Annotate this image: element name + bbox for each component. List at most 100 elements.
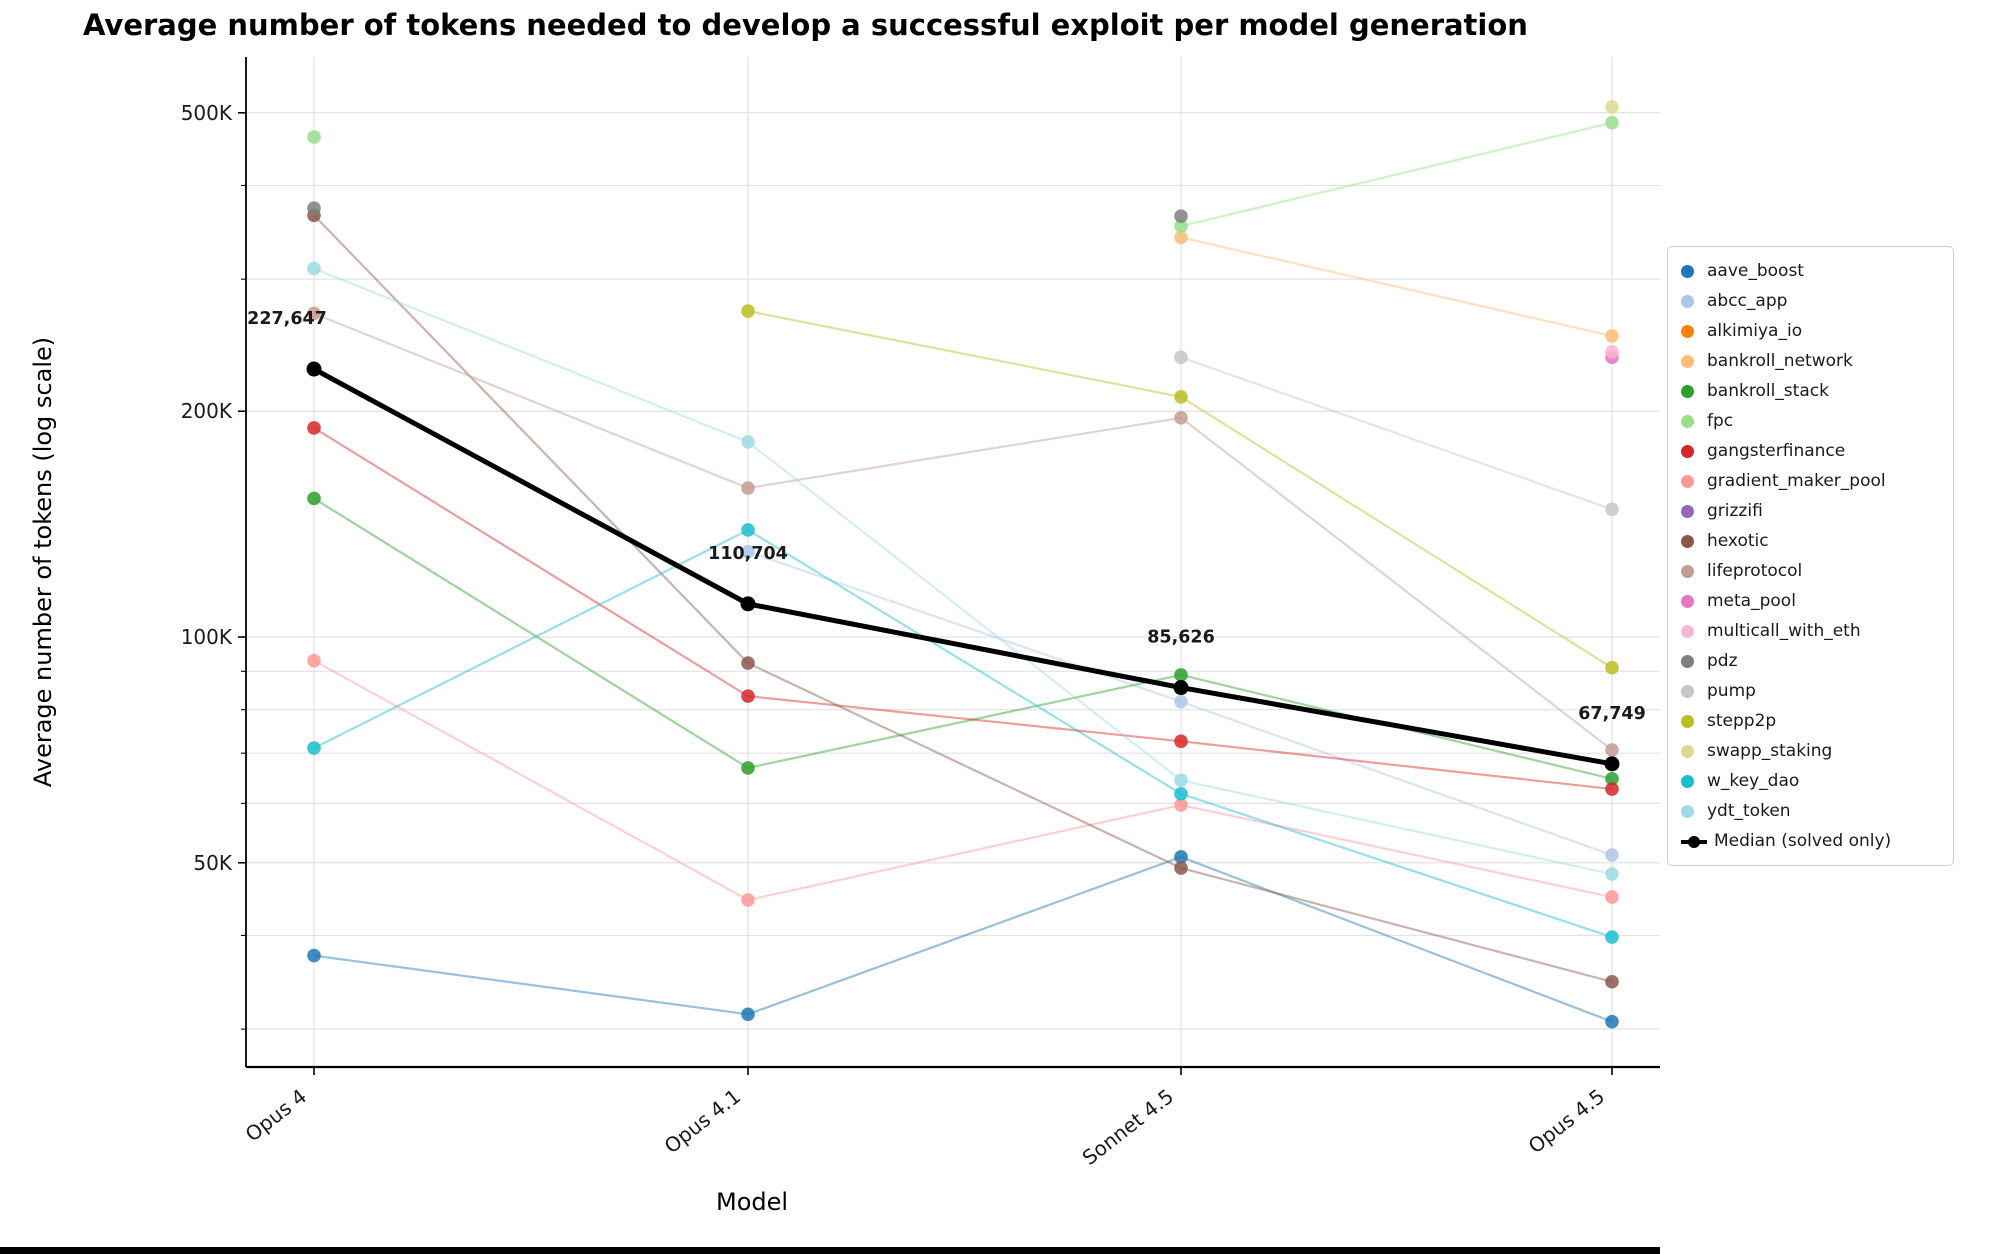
- series-dot-ydt_token: [1605, 867, 1619, 881]
- legend-item-alkimiya_io: alkimiya_io: [1668, 316, 1953, 346]
- legend-swatch-icon: [1681, 774, 1694, 788]
- median-value-label: 110,704: [708, 544, 788, 564]
- series-line-w_key_dao: [1180, 792, 1613, 939]
- series-dot-stepp2p: [1605, 660, 1619, 675]
- legend-label: swapp_staking: [1707, 741, 1833, 761]
- series-dot-fpc: [307, 130, 321, 144]
- series-dot-multicall_with_eth: [1605, 345, 1619, 359]
- series-dot-w_key_dao: [1174, 786, 1188, 801]
- series-dot-w_key_dao: [741, 523, 755, 537]
- series-dot-gangsterfinance: [741, 689, 755, 703]
- series-dot-ydt_token: [307, 261, 321, 276]
- series-dot-gangsterfinance: [1174, 734, 1188, 749]
- legend-item-stepp2p: stepp2p: [1668, 706, 1953, 736]
- series-line-aave_boost: [313, 954, 749, 1016]
- median-line: [311, 366, 751, 607]
- legend-swatch-icon: [1681, 504, 1694, 518]
- legend-label: w_key_dao: [1707, 771, 1800, 791]
- legend-swatch-icon: [1681, 594, 1694, 608]
- median-line: [745, 601, 1184, 691]
- series-dot-gangsterfinance: [1605, 782, 1619, 796]
- series-dot-lifeprotocol: [741, 481, 755, 495]
- legend-item-pump: pump: [1668, 676, 1953, 706]
- series-dot-bankroll_stack: [741, 761, 755, 775]
- y-tick-label: 50K: [193, 851, 232, 875]
- legend-swatch-icon: [1681, 444, 1694, 458]
- legend-swatch-icon: [1681, 354, 1694, 368]
- x-axis-title: Model: [716, 1188, 789, 1216]
- legend-label: meta_pool: [1707, 591, 1796, 611]
- series-line-hexotic: [313, 214, 749, 664]
- series-line-gradient_maker_pool: [1180, 803, 1613, 899]
- legend-swatch-icon: [1681, 744, 1694, 758]
- legend-item-lifeprotocol: lifeprotocol: [1668, 556, 1953, 586]
- series-dot-bankroll_stack: [1605, 772, 1619, 786]
- series-line-w_key_dao: [747, 529, 1182, 795]
- legend-swatch-icon: [1681, 804, 1694, 818]
- legend-label: stepp2p: [1707, 711, 1777, 731]
- series-line-fpc: [1180, 121, 1613, 228]
- legend-item-bankroll_stack: bankroll_stack: [1668, 376, 1953, 406]
- legend-box: aave_boost abcc_app alkimiya_io bankroll_ne…: [1667, 246, 1954, 866]
- legend-item-w_key_dao: w_key_dao: [1668, 766, 1953, 796]
- chart-title: Average number of tokens needed to devel…: [83, 8, 1528, 42]
- series-line-gradient_maker_pool: [313, 659, 749, 901]
- median-value-label: 227,647: [247, 309, 327, 329]
- legend-swatch-icon: [1681, 384, 1694, 398]
- median-value-label: 85,626: [1147, 628, 1215, 648]
- series-dot-lifeprotocol: [1174, 411, 1188, 425]
- legend-item-grizzifi: grizzifi: [1668, 496, 1953, 526]
- legend-item-fpc: fpc: [1668, 406, 1953, 436]
- legend-item-aave_boost: aave_boost: [1668, 256, 1953, 286]
- legend-label: fpc: [1707, 411, 1734, 431]
- legend-item-bankroll_network: bankroll_network: [1668, 346, 1953, 376]
- series-dot-ydt_token: [1174, 773, 1188, 788]
- series-dot-pump: [1605, 502, 1619, 517]
- legend-item-hexotic: hexotic: [1668, 526, 1953, 556]
- series-line-stepp2p: [747, 309, 1182, 398]
- series-line-gangsterfinance: [1180, 740, 1613, 791]
- series-line-bankroll_stack: [313, 497, 749, 769]
- legend-swatch-icon: [1681, 624, 1694, 638]
- series-line-gradient_maker_pool: [747, 803, 1182, 902]
- legend-swatch-icon: [1681, 414, 1694, 428]
- series-dot-aave_boost: [307, 948, 321, 963]
- legend-label: bankroll_stack: [1707, 381, 1829, 401]
- series-line-hexotic: [1180, 866, 1613, 983]
- series-dot-lifeprotocol: [307, 306, 321, 321]
- median-line: [1178, 685, 1615, 767]
- series-dot-abcc_app: [1605, 848, 1619, 862]
- legend-label: multicall_with_eth: [1707, 621, 1861, 641]
- series-dot-swapp_staking: [1605, 100, 1619, 114]
- series-dot-gangsterfinance: [307, 421, 321, 435]
- legend-swatch-icon: [1681, 564, 1694, 578]
- series-line-bankroll_stack: [747, 673, 1182, 770]
- y-tick-label: 500K: [181, 101, 233, 125]
- series-dot-pdz: [307, 201, 321, 216]
- legend-swatch-icon: [1681, 714, 1694, 728]
- legend-swatch-icon: [1681, 294, 1694, 308]
- legend-item-abcc_app: abcc_app: [1668, 286, 1953, 316]
- series-line-ydt_token: [1180, 779, 1613, 876]
- median-dot: [306, 361, 322, 377]
- series-dot-hexotic: [1174, 861, 1188, 875]
- series-line-ydt_token: [313, 267, 749, 443]
- series-line-bankroll_network: [1180, 236, 1613, 338]
- series-dot-stepp2p: [741, 304, 755, 318]
- series-dot-pdz: [1174, 209, 1188, 223]
- series-dot-aave_boost: [741, 1007, 755, 1022]
- series-dot-bankroll_stack: [1174, 668, 1188, 682]
- series-line-pump: [1180, 356, 1613, 511]
- series-dot-fpc: [1605, 115, 1619, 130]
- x-tick-label: Opus 4.1: [660, 1084, 745, 1158]
- x-tick-label: Sonnet 4.5: [1078, 1084, 1178, 1170]
- bottom-divider-bar: [0, 1247, 1660, 1254]
- legend-label: pdz: [1707, 651, 1738, 671]
- legend-label: gradient_maker_pool: [1707, 471, 1886, 491]
- series-line-ydt_token: [747, 441, 1182, 782]
- legend-label: ydt_token: [1707, 801, 1791, 821]
- y-tick-label: 100K: [181, 625, 233, 649]
- median-dot: [1604, 756, 1620, 772]
- series-dot-w_key_dao: [1605, 930, 1619, 944]
